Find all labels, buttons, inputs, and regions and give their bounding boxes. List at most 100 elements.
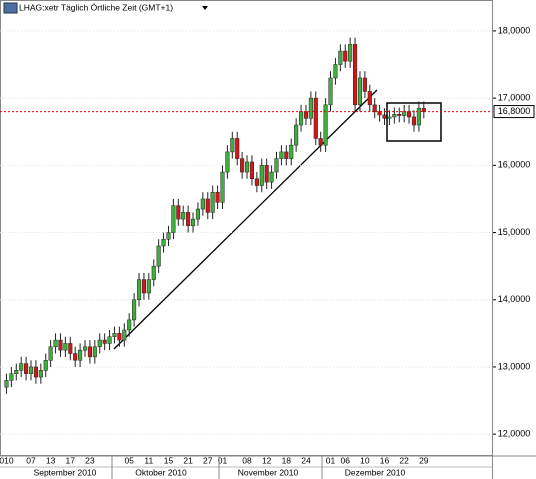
candle-body — [279, 151, 284, 159]
candle-body — [323, 104, 328, 146]
x-group-label: Oktober 2010 — [135, 467, 187, 477]
candle-body — [343, 50, 348, 62]
candle-body — [235, 138, 240, 159]
candle-body — [328, 77, 333, 106]
candle-body — [19, 363, 24, 371]
candle-body — [220, 171, 225, 203]
x-tick-label: 12 — [262, 455, 272, 465]
x-tick-label: 18 — [282, 455, 292, 465]
dropdown-arrow[interactable] — [202, 6, 208, 10]
candle-body — [249, 161, 254, 180]
candle-body — [338, 50, 343, 65]
candle-body — [421, 107, 426, 112]
x-tick-label: 29 — [419, 455, 429, 465]
y-tick-label: 13,0000 — [498, 361, 531, 371]
candle-body — [151, 265, 156, 280]
candle-body — [254, 178, 259, 186]
candle-body — [333, 64, 338, 79]
x-tick-label: 15 — [164, 455, 174, 465]
candle-body — [372, 104, 377, 112]
candle-body — [97, 339, 102, 348]
candle-body — [136, 279, 142, 300]
x-tick-label: 01 — [326, 455, 336, 465]
x-tick-label: 010 — [0, 455, 14, 465]
candle-body — [195, 208, 200, 220]
y-tick-label: 18,0000 — [498, 25, 531, 35]
candle-body — [9, 373, 14, 381]
candle-body — [294, 124, 299, 146]
x-tick-label: 22 — [399, 455, 409, 465]
candle-body — [87, 346, 92, 358]
x-tick-label: 01 — [218, 455, 228, 465]
candle-body — [348, 44, 353, 62]
candle-body — [353, 44, 358, 106]
candle-body — [397, 114, 402, 116]
candle-body — [73, 353, 78, 361]
y-tick-label: 14,0000 — [498, 294, 531, 304]
x-tick-label: 27 — [203, 455, 213, 465]
candle-body — [299, 111, 304, 126]
candle-body — [82, 346, 88, 351]
candle-body — [176, 205, 181, 220]
candle-body — [181, 212, 186, 220]
candle-body — [308, 97, 313, 119]
x-group-label: Dezember 2010 — [345, 467, 406, 477]
candle-body — [205, 198, 210, 213]
candle-body — [416, 107, 421, 126]
candle-body — [146, 279, 151, 294]
candle-body — [382, 114, 387, 119]
candle-body — [43, 359, 48, 371]
candle-body — [112, 333, 117, 337]
candle-body — [14, 370, 19, 374]
reference-label-box — [493, 105, 535, 119]
candle-body — [28, 366, 34, 374]
candle-body — [362, 77, 367, 92]
candle-body — [4, 380, 9, 388]
candle-body — [78, 349, 83, 361]
candle-body — [92, 346, 97, 358]
candle-body — [166, 232, 171, 240]
x-tick-label: 08 — [242, 455, 252, 465]
y-tick-label: 16,0000 — [498, 160, 531, 170]
candle-body — [230, 138, 235, 153]
candle-body — [156, 245, 161, 267]
x-tick-label: 10 — [360, 455, 370, 465]
candle-body — [132, 299, 137, 321]
symbol-icon[interactable] — [3, 2, 18, 14]
x-tick-label: 21 — [183, 455, 193, 465]
candle-body — [407, 111, 412, 118]
candle-body — [186, 212, 191, 227]
candle-body — [127, 319, 132, 331]
candle-body — [33, 366, 38, 378]
x-tick-label: 13 — [46, 455, 56, 465]
candle-body — [274, 158, 279, 173]
candle-body — [215, 191, 220, 203]
candle-body — [102, 339, 107, 344]
candle-body — [171, 205, 176, 233]
candle-body — [357, 77, 363, 106]
candle-body — [264, 165, 269, 183]
candle-body — [190, 218, 196, 227]
candle-body — [107, 336, 112, 344]
candle-body — [24, 363, 29, 374]
candle-body — [269, 171, 274, 183]
candle-body — [58, 339, 63, 351]
candle-body — [313, 97, 318, 139]
y-tick-label: 12,0000 — [498, 429, 531, 439]
x-tick-label: 05 — [124, 455, 134, 465]
x-tick-label: 23 — [85, 455, 95, 465]
y-tick-label: 15,0000 — [498, 227, 531, 237]
candle-body — [63, 343, 68, 351]
candle-body — [318, 138, 323, 146]
trend-line — [113, 89, 378, 350]
candle-body — [210, 191, 215, 213]
x-tick-label: 16 — [380, 455, 390, 465]
candle-body — [387, 116, 392, 119]
x-tick-label: 17 — [66, 455, 76, 465]
reference-label: 16,8000 — [498, 106, 531, 116]
x-tick-label: 11 — [144, 455, 153, 465]
chart-header: LHAG:xetr Täglich Örtliche Zeit (GMT+1) — [19, 2, 173, 12]
